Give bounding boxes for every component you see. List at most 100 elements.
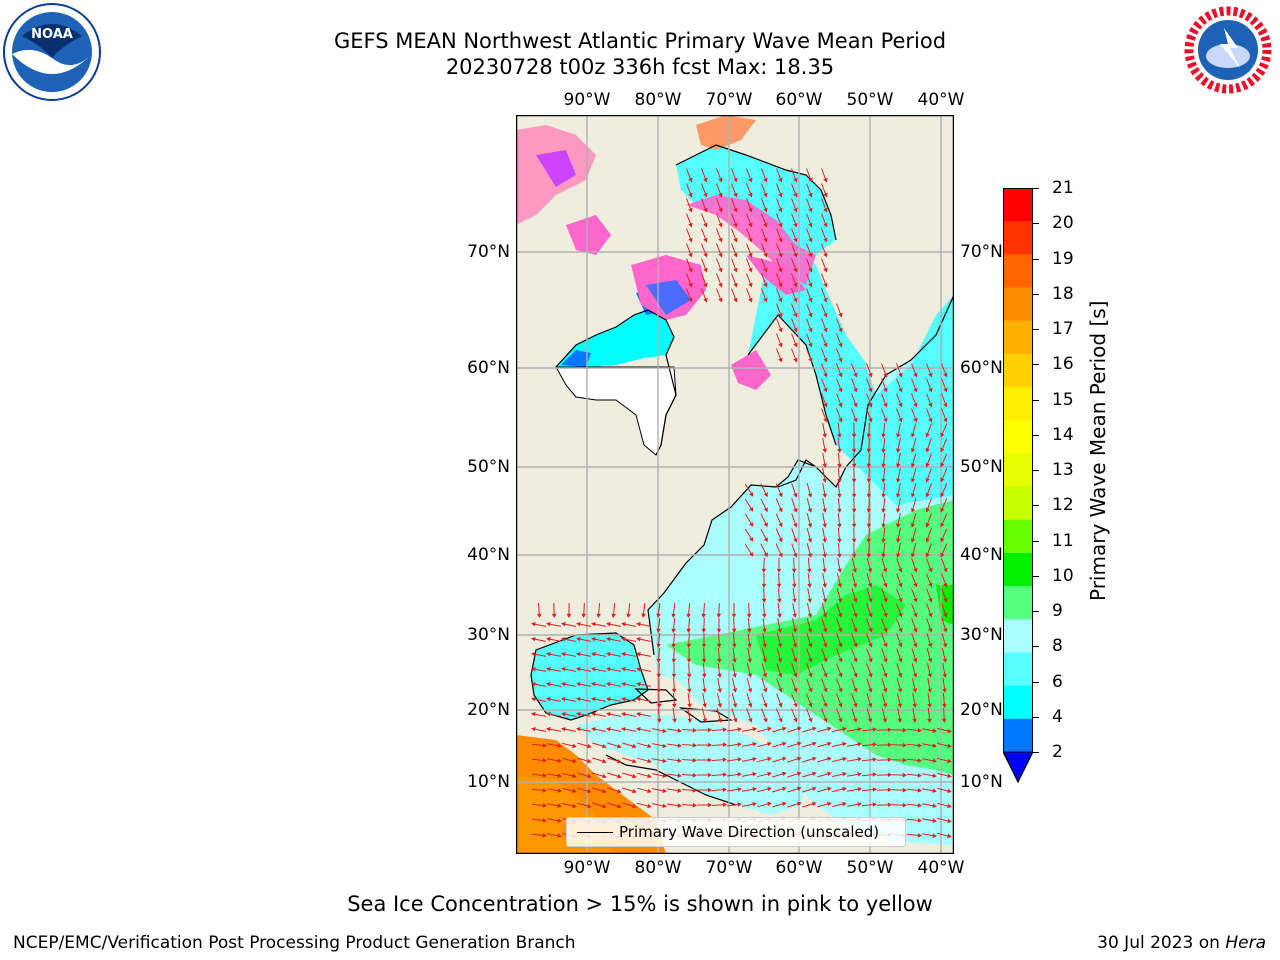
wave-arrow-head — [853, 612, 858, 618]
wave-arrow-head — [807, 568, 812, 574]
wave-arrow-head — [762, 658, 768, 663]
wave-arrow-head — [928, 627, 933, 633]
wave-arrow-head — [898, 597, 903, 603]
wave-arrow-head — [557, 833, 562, 838]
wave-arrow-head — [928, 372, 933, 378]
wave-arrow-head — [717, 658, 722, 664]
wave-arrow-head — [688, 177, 693, 183]
wave-arrow-head — [792, 613, 797, 618]
wave-arrow-head — [561, 711, 566, 717]
wave-arrow-head — [716, 628, 722, 634]
wave-arrow-head — [717, 673, 722, 678]
footer-date: 30 Jul 2023 on Hera — [1097, 933, 1266, 953]
wave-arrow-head — [792, 598, 797, 603]
wave-arrow-head — [733, 267, 738, 273]
colorbar-tick-label: 9 — [1052, 601, 1063, 621]
wave-arrow-head — [677, 758, 682, 763]
wave-arrow-head — [688, 207, 693, 213]
wave-arrow-head — [737, 802, 742, 807]
wave-arrow-head — [531, 726, 536, 732]
wave-arrow-head — [947, 803, 952, 809]
wave-arrow-head — [822, 538, 827, 543]
wave-arrow-head — [851, 523, 857, 529]
wave-arrow-head — [812, 726, 817, 732]
wave-arrow-head — [611, 613, 616, 619]
wave-arrow-head — [902, 742, 908, 748]
wave-arrow-head — [857, 757, 862, 762]
colorbar-tick-mark — [1033, 540, 1039, 542]
colorbar-band — [1003, 519, 1033, 554]
wave-arrow-head — [827, 786, 832, 792]
wave-arrow-head — [687, 703, 692, 708]
wave-arrow-head — [542, 773, 548, 778]
colorbar-band — [1003, 586, 1033, 620]
wave-arrow-head — [868, 687, 873, 693]
wave-arrow-head — [688, 282, 693, 288]
wave-arrow-head — [778, 222, 783, 228]
wave-arrow-head — [823, 312, 828, 318]
wave-arrow-head — [940, 477, 945, 483]
wave-arrow-head — [767, 741, 772, 747]
wave-arrow-head — [671, 658, 677, 664]
wave-arrow-head — [808, 222, 813, 228]
wave-arrow-head — [823, 357, 828, 363]
wave-arrow-head — [883, 372, 888, 378]
wave-arrow-head — [572, 803, 577, 809]
wave-arrow-head — [546, 651, 551, 657]
wave-arrow-head — [793, 702, 798, 708]
wave-arrow-head — [778, 702, 783, 708]
wave-arrow-head — [851, 508, 857, 514]
wave-arrow-head — [566, 613, 572, 619]
wave-arrow-head — [857, 787, 862, 792]
wave-arrow-head — [925, 462, 930, 468]
wave-arrow-head — [621, 711, 626, 717]
wave-arrow-head — [887, 727, 893, 733]
colorbar-tick-mark — [1033, 646, 1039, 648]
wave-arrow-head — [823, 267, 828, 273]
wave-arrow-head — [747, 702, 753, 708]
wave-arrow-head — [822, 598, 828, 603]
wave-arrow-head — [733, 282, 738, 288]
wave-arrow-head — [942, 688, 947, 693]
wave-arrow-head — [898, 582, 903, 588]
wave-arrow-head — [718, 297, 723, 303]
lat-tick-right-30n: 30°N — [960, 625, 1003, 645]
wave-arrow-head — [882, 718, 888, 723]
wave-arrow-head — [940, 462, 945, 468]
wave-arrow-head — [782, 741, 787, 747]
wave-arrow-head — [761, 568, 767, 574]
wave-arrow-head — [732, 703, 738, 708]
wave-arrow-head — [662, 743, 667, 749]
wave-arrow-head — [910, 493, 916, 498]
wave-arrow-head — [561, 681, 566, 687]
colorbar-band — [1003, 420, 1033, 454]
wave-arrow-head — [872, 757, 878, 762]
colorbar-label: Primary Wave Mean Period [s] — [1086, 300, 1110, 602]
wave-arrow-head — [808, 717, 813, 723]
wave-arrow-head — [808, 252, 813, 258]
wave-arrow-head — [898, 627, 903, 633]
wave-arrow-head — [822, 568, 827, 573]
wave-arrow-head — [662, 788, 667, 794]
sea-ice-note: Sea Ice Concentration > 15% is shown in … — [347, 892, 933, 916]
wave-arrow-head — [672, 718, 677, 723]
wave-arrow-head — [881, 433, 886, 439]
wave-arrow-head — [546, 696, 551, 702]
colorbar — [1002, 188, 1034, 784]
wave-arrow-head — [925, 537, 930, 543]
wave-arrow-head — [941, 718, 947, 724]
wave-arrow-head — [942, 658, 948, 663]
lat-tick-left-30n: 30°N — [467, 625, 510, 645]
wave-arrow-head — [866, 538, 872, 544]
wave-arrow-head — [913, 642, 918, 648]
wave-arrow-head — [823, 687, 828, 693]
wave-arrow-head — [722, 802, 728, 807]
wave-arrow-head — [572, 743, 577, 749]
wave-arrow-head — [762, 643, 767, 648]
wave-arrow-head — [656, 658, 661, 664]
wave-arrow-head — [733, 237, 738, 243]
wave-arrow-head — [793, 312, 798, 318]
wave-arrow-head — [928, 612, 933, 618]
wave-arrow-head — [546, 636, 551, 642]
wave-arrow-head — [866, 523, 872, 529]
